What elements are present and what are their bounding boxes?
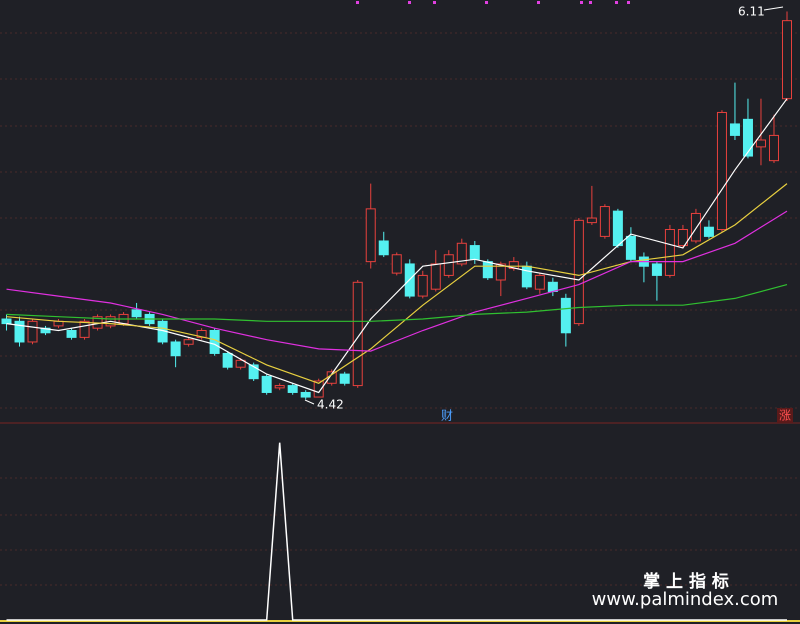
candle-body bbox=[534, 274, 545, 290]
indicator-line bbox=[6, 442, 787, 621]
high-label: 6.11 bbox=[738, 5, 765, 19]
candle-body bbox=[612, 210, 623, 247]
candle-body bbox=[14, 320, 25, 343]
rise-marker: 涨 bbox=[779, 408, 791, 423]
signal-dot bbox=[627, 1, 630, 4]
moving-average-line bbox=[6, 183, 788, 384]
signal-dot bbox=[408, 1, 411, 4]
candle-body bbox=[261, 375, 272, 393]
grid bbox=[0, 32, 800, 622]
candle-body bbox=[443, 254, 454, 276]
watermark-url: www.palmindex.com bbox=[592, 589, 779, 610]
moving-average-line bbox=[6, 210, 788, 352]
candle-body bbox=[27, 320, 38, 343]
signal-dot bbox=[433, 1, 436, 4]
high-arrow bbox=[763, 6, 784, 11]
candle-body bbox=[768, 134, 779, 162]
candle-body bbox=[586, 217, 597, 224]
low-label: 4.42 bbox=[317, 398, 344, 412]
signal-dot bbox=[537, 1, 540, 4]
candle-body bbox=[365, 208, 376, 263]
candle-body bbox=[248, 364, 259, 380]
candle-body bbox=[183, 339, 194, 345]
candle-body bbox=[677, 229, 688, 247]
candle-body bbox=[391, 254, 402, 274]
candle-body bbox=[651, 263, 662, 276]
candle-body bbox=[482, 261, 493, 279]
candle-body bbox=[664, 229, 675, 276]
candle-body bbox=[495, 263, 506, 281]
signal-dot bbox=[485, 1, 488, 4]
signal-dot bbox=[615, 1, 618, 4]
signal-dot bbox=[356, 1, 359, 4]
candle-body bbox=[469, 245, 480, 260]
low-arrow bbox=[304, 399, 315, 405]
candle-body bbox=[430, 263, 441, 290]
candle-body bbox=[755, 139, 766, 148]
candle-body bbox=[729, 123, 740, 136]
candle-body bbox=[339, 373, 350, 384]
candle-body bbox=[287, 385, 298, 393]
candle-body bbox=[352, 281, 363, 387]
candle-body bbox=[235, 359, 246, 368]
candle-body bbox=[209, 329, 220, 354]
candle-body bbox=[79, 320, 90, 338]
plot bbox=[1, 11, 792, 621]
candle-body bbox=[66, 329, 77, 338]
finance-marker: 财 bbox=[441, 409, 453, 423]
candle-body bbox=[690, 212, 701, 242]
candle-body bbox=[599, 206, 610, 237]
candle-body bbox=[703, 226, 714, 237]
candle-body bbox=[716, 111, 727, 231]
candle-body bbox=[742, 118, 753, 157]
candle-body bbox=[625, 235, 636, 260]
candle-body bbox=[560, 297, 571, 334]
candle-body bbox=[313, 380, 324, 398]
signal-dot bbox=[580, 1, 583, 4]
candle-body bbox=[170, 341, 181, 357]
candle-body bbox=[274, 385, 285, 389]
moving-average-line bbox=[6, 284, 788, 322]
signal-dots bbox=[356, 1, 630, 4]
rise-badge bbox=[777, 408, 793, 423]
candle-body bbox=[300, 391, 311, 398]
candle-body bbox=[573, 219, 584, 325]
candle-body bbox=[131, 309, 142, 318]
candle-body bbox=[417, 274, 428, 297]
candle-body bbox=[781, 20, 792, 100]
candle-body bbox=[521, 265, 532, 288]
candle-body bbox=[456, 242, 467, 265]
candle-body bbox=[1, 318, 12, 325]
candle-body bbox=[378, 240, 389, 256]
signal-dot bbox=[589, 1, 592, 4]
watermark-title: 掌 上 指 标 bbox=[643, 571, 729, 592]
candle-body bbox=[222, 352, 233, 368]
